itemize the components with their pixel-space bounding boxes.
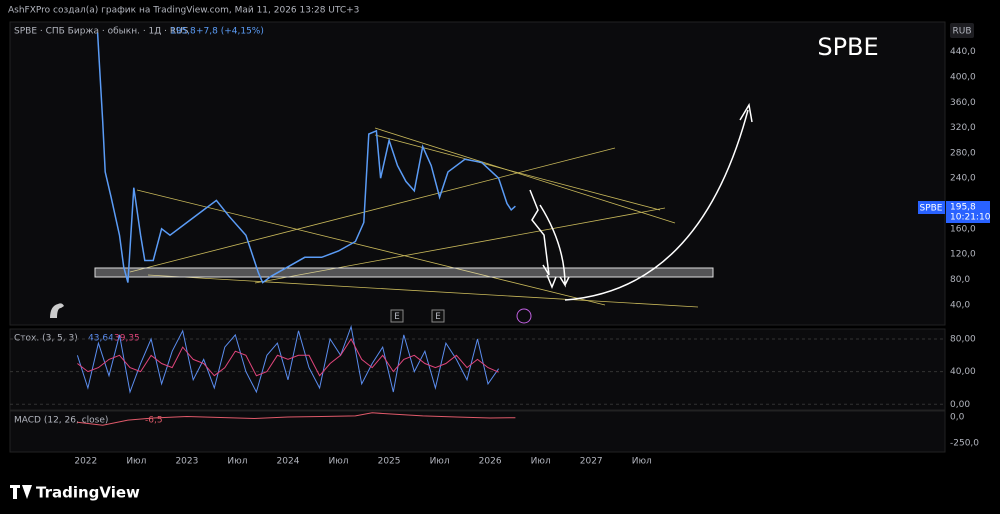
forecast-arrows: [529, 102, 753, 301]
y-tick-label: -250,0: [950, 438, 979, 448]
price-tag-value: 195,8: [950, 203, 976, 213]
x-tick-label: 2025: [378, 457, 401, 467]
x-tick-label: 2026: [479, 457, 502, 467]
header: AshFXPro создал(а) график на TradingView…: [8, 6, 359, 16]
y-tick-label: 160,0: [950, 224, 976, 234]
x-tick-label: Июл: [531, 457, 551, 467]
price-tag: [946, 201, 990, 223]
lightning-icon: [516, 308, 532, 324]
x-tick-label: 2024: [277, 457, 300, 467]
macd-title: MACD (12, 26, close): [14, 416, 108, 426]
y-tick-label: 440,0: [950, 47, 976, 57]
x-tick-label: 2023: [175, 457, 198, 467]
series-tag-label: SPBE: [919, 204, 942, 214]
legend-change: +7,8 (+4,15%): [196, 27, 264, 37]
y-tick-label: 80,00: [950, 334, 976, 344]
series-line: [96, 32, 516, 284]
x-tick-label: Июл: [632, 457, 652, 467]
price-pane: [9, 21, 946, 326]
series-line: [76, 324, 500, 394]
legend-price: 195,8: [170, 27, 196, 37]
y-tick-label: 40,0: [950, 300, 970, 310]
footer: TradingView: [36, 484, 140, 502]
x-tick-label: Июл: [126, 457, 146, 467]
support-zone: [94, 267, 714, 278]
y-tick-label: 360,0: [950, 98, 976, 108]
y-tick-label: 400,0: [950, 73, 976, 83]
series-line: [77, 412, 516, 426]
event-marker: [431, 309, 445, 323]
y-tick-label: 0,00: [950, 400, 970, 410]
y-tick-label: 240,0: [950, 174, 976, 184]
x-tick-label: Июл: [328, 457, 348, 467]
event-marker: [390, 309, 404, 323]
annotation: SPBE: [817, 33, 878, 61]
countdown: 10:21:10: [950, 213, 991, 223]
y-tick-label: 0,0: [950, 412, 965, 422]
x-tick-label: 2027: [580, 457, 603, 467]
stoch-title: Стох. (3, 5, 3): [14, 334, 78, 344]
series-tag: [918, 201, 945, 214]
currency: RUB: [952, 27, 971, 37]
macd-value: -6,5: [145, 416, 163, 426]
y-tick-label: 80,0: [950, 275, 970, 285]
x-tick-label: Июл: [430, 457, 450, 467]
y-tick-label: 320,0: [950, 123, 976, 133]
logo-icon: [50, 303, 64, 318]
currency-box: [950, 23, 974, 38]
x-tick-label: Июл: [227, 457, 247, 467]
event-label: E: [435, 312, 441, 322]
event-label: E: [394, 312, 400, 322]
legend-title: SPBE · СПБ Биржа · обыкн. · 1Д · RUS: [14, 27, 189, 37]
tv-logo: [10, 485, 32, 499]
y-tick-label: 280,0: [950, 148, 976, 158]
y-tick-label: 40,00: [950, 367, 976, 377]
x-tick-label: 2022: [74, 457, 97, 467]
y-tick-label: 120,0: [950, 250, 976, 260]
series-line: [77, 338, 499, 377]
